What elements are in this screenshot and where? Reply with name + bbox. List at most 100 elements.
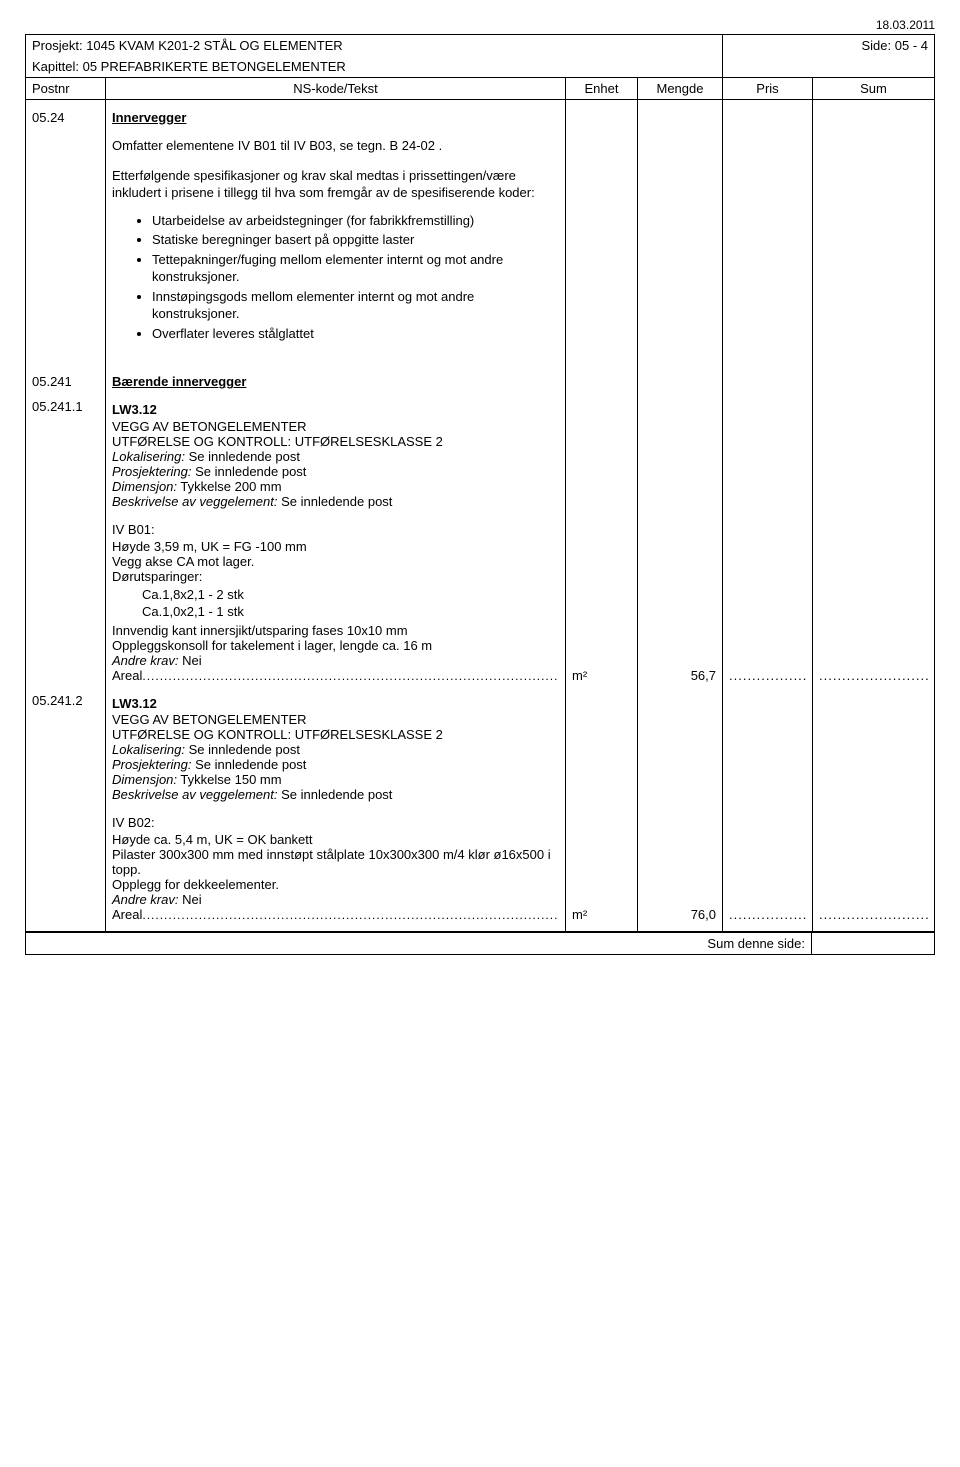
spacer bbox=[26, 100, 935, 110]
prosjektering: Prosjektering: Se innledende post bbox=[112, 464, 559, 479]
row-05-241: 05.241 Bærende innervegger bbox=[26, 374, 935, 389]
prosjektering-value: Se innledende post bbox=[195, 464, 306, 479]
andre-krav-label: Andre krav: bbox=[112, 653, 178, 668]
col-tekst: NS-kode/Tekst bbox=[106, 78, 566, 100]
beskrivelse-value: Se innledende post bbox=[281, 494, 392, 509]
areal-dots bbox=[142, 668, 559, 683]
side-value: 05 - 4 bbox=[895, 38, 928, 53]
areal-label: Areal bbox=[112, 668, 142, 683]
areal-line: Areal bbox=[112, 907, 559, 922]
prosjektering-value: Se innledende post bbox=[195, 757, 306, 772]
sum-cell bbox=[813, 399, 935, 682]
beskrivelse-label: Beskrivelse av veggelement: bbox=[112, 787, 277, 802]
utforelse: UTFØRELSE OG KONTROLL: UTFØRELSESKLASSE … bbox=[112, 727, 559, 742]
enhet-cell: m² bbox=[566, 399, 638, 682]
header-side: Side: 05 - 4 bbox=[723, 35, 935, 57]
areal-dots bbox=[142, 907, 559, 922]
spacer bbox=[26, 389, 935, 399]
dimensjon-label: Dimensjon: bbox=[112, 479, 177, 494]
footer-sum-label: Sum denne side: bbox=[26, 933, 812, 955]
sum-cell bbox=[813, 693, 935, 922]
lokalisering: Lokalisering: Se innledende post bbox=[112, 742, 559, 757]
tekst: LW3.12 VEGG AV BETONGELEMENTER UTFØRELSE… bbox=[106, 399, 566, 682]
prosjektering: Prosjektering: Se innledende post bbox=[112, 757, 559, 772]
prosjekt-label: Prosjekt: bbox=[32, 38, 83, 53]
page-date: 18.03.2011 bbox=[25, 18, 935, 32]
detail-heading: IV B01: bbox=[112, 521, 559, 539]
pris-cell bbox=[723, 399, 813, 682]
col-postnr: Postnr bbox=[26, 78, 106, 100]
spacer bbox=[26, 683, 935, 693]
lokalisering-label: Lokalisering: bbox=[112, 742, 185, 757]
detail-line: Høyde ca. 5,4 m, UK = OK bankett bbox=[112, 832, 559, 847]
footer-table: Sum denne side: bbox=[25, 932, 935, 955]
side-label: Side: bbox=[861, 38, 891, 53]
header-prosjekt: Prosjekt: 1045 KVAM K201-2 STÅL OG ELEME… bbox=[26, 35, 723, 57]
prosjekt-value: 1045 KVAM K201-2 STÅL OG ELEMENTER bbox=[86, 38, 343, 53]
utforelse: UTFØRELSE OG KONTROLL: UTFØRELSESKLASSE … bbox=[112, 434, 559, 449]
areal-label: Areal bbox=[112, 907, 142, 922]
andre-krav: Andre krav: Nei bbox=[112, 653, 559, 668]
section-title: Bærende innervegger bbox=[112, 374, 559, 389]
kapittel-value: 05 PREFABRIKERTE BETONGELEMENTER bbox=[83, 59, 346, 74]
andre-krav: Andre krav: Nei bbox=[112, 892, 559, 907]
tekst: LW3.12 VEGG AV BETONGELEMENTER UTFØRELSE… bbox=[106, 693, 566, 922]
detail-line: Vegg akse CA mot lager. bbox=[112, 554, 559, 569]
lokalisering-value: Se innledende post bbox=[189, 449, 300, 464]
andre-krav-value: Nei bbox=[182, 653, 202, 668]
header-table: Prosjekt: 1045 KVAM K201-2 STÅL OG ELEME… bbox=[25, 34, 935, 100]
header-side-blank bbox=[723, 56, 935, 78]
postnr: 05.241.1 bbox=[26, 399, 106, 682]
prosjektering-label: Prosjektering: bbox=[112, 757, 191, 772]
header-kapittel: Kapittel: 05 PREFABRIKERTE BETONGELEMENT… bbox=[26, 56, 723, 78]
bullet-item: Tettepakninger/fuging mellom elementer i… bbox=[152, 251, 559, 286]
heading: VEGG AV BETONGELEMENTER bbox=[112, 712, 559, 727]
andre-krav-label: Andre krav: bbox=[112, 892, 178, 907]
spacer bbox=[26, 922, 935, 932]
bullet-item: Utarbeidelse av arbeidstegninger (for fa… bbox=[152, 212, 559, 230]
col-enhet: Enhet bbox=[566, 78, 638, 100]
detail-line: Oppleggskonsoll for takelement i lager, … bbox=[112, 638, 559, 653]
andre-krav-value: Nei bbox=[182, 892, 202, 907]
tekst: Bærende innervegger bbox=[106, 374, 566, 389]
mengde-cell: 76,0 bbox=[638, 693, 723, 922]
dimensjon-value: Tykkelse 200 mm bbox=[180, 479, 281, 494]
col-mengde: Mengde bbox=[638, 78, 723, 100]
sublist-item: Ca.1,8x2,1 - 2 stk bbox=[142, 586, 559, 604]
enhet-cell: m² bbox=[566, 693, 638, 922]
postnr: 05.241.2 bbox=[26, 693, 106, 922]
areal-line: Areal bbox=[112, 668, 559, 683]
code: LW3.12 bbox=[112, 695, 559, 713]
lokalisering-label: Lokalisering: bbox=[112, 449, 185, 464]
bullet-item: Innstøpingsgods mellom elementer internt… bbox=[152, 288, 559, 323]
footer-sum-value bbox=[812, 933, 935, 955]
row-05-241-2: 05.241.2 LW3.12 VEGG AV BETONGELEMENTER … bbox=[26, 693, 935, 922]
body-table: 05.24 Innervegger Omfatter elementene IV… bbox=[25, 100, 935, 932]
para-1: Omfatter elementene IV B01 til IV B03, s… bbox=[112, 137, 559, 155]
pris-cell bbox=[723, 693, 813, 922]
lokalisering-value: Se innledende post bbox=[189, 742, 300, 757]
mengde-cell: 56,7 bbox=[638, 399, 723, 682]
prosjektering-label: Prosjektering: bbox=[112, 464, 191, 479]
detail-line: Opplegg for dekkeelementer. bbox=[112, 877, 559, 892]
bullets: Utarbeidelse av arbeidstegninger (for fa… bbox=[152, 212, 559, 343]
detail-line: Pilaster 300x300 mm med innstøpt stålpla… bbox=[112, 847, 559, 877]
dimensjon-label: Dimensjon: bbox=[112, 772, 177, 787]
heading: VEGG AV BETONGELEMENTER bbox=[112, 419, 559, 434]
beskrivelse: Beskrivelse av veggelement: Se innledend… bbox=[112, 494, 559, 509]
detail-sublist: Ca.1,8x2,1 - 2 stk Ca.1,0x2,1 - 1 stk bbox=[142, 586, 559, 621]
detail-line: Dørutsparinger: bbox=[112, 569, 559, 584]
postnr: 05.24 bbox=[26, 110, 106, 344]
row-05-24: 05.24 Innervegger Omfatter elementene IV… bbox=[26, 110, 935, 344]
lokalisering: Lokalisering: Se innledende post bbox=[112, 449, 559, 464]
beskrivelse-value: Se innledende post bbox=[281, 787, 392, 802]
detail-heading: IV B02: bbox=[112, 814, 559, 832]
sublist-item: Ca.1,0x2,1 - 1 stk bbox=[142, 603, 559, 621]
bullet-item: Statiske beregninger basert på oppgitte … bbox=[152, 231, 559, 249]
detail-line: Innvendig kant innersjikt/utsparing fase… bbox=[112, 623, 559, 638]
tekst: Innervegger Omfatter elementene IV B01 t… bbox=[106, 110, 566, 344]
section-title: Innervegger bbox=[112, 110, 559, 125]
kapittel-label: Kapittel: bbox=[32, 59, 79, 74]
postnr: 05.241 bbox=[26, 374, 106, 389]
code: LW3.12 bbox=[112, 401, 559, 419]
